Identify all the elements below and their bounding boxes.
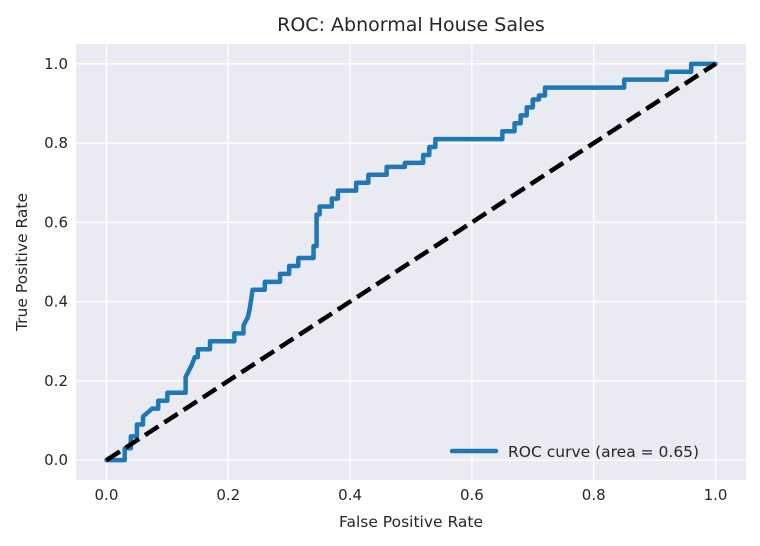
x-tick-label: 0.6 — [460, 486, 484, 504]
y-tick-label: 0.8 — [44, 134, 68, 152]
x-tick-label: 0.2 — [216, 486, 240, 504]
roc-curve-line — [104, 61, 718, 463]
y-axis-label: True Positive Rate — [13, 193, 31, 332]
x-tick-label: 1.0 — [704, 486, 728, 504]
y-tick-label: 0.6 — [44, 213, 68, 231]
y-tick-labels: 0.0 0.2 0.4 0.6 0.8 1.0 — [44, 55, 68, 469]
y-tick-label: 1.0 — [44, 55, 68, 73]
y-tick-label: 0.4 — [44, 293, 68, 311]
diagonal-reference-line — [105, 61, 717, 463]
y-tick-label: 0.2 — [44, 372, 68, 390]
y-tick-label: 0.0 — [44, 451, 68, 469]
legend-label-roc: ROC curve (area = 0.65) — [508, 443, 699, 461]
x-tick-label: 0.4 — [338, 486, 362, 504]
x-axis-label: False Positive Rate — [339, 513, 483, 531]
series-lines — [104, 61, 718, 463]
x-tick-label: 0.8 — [582, 486, 606, 504]
chart-title: ROC: Abnormal House Sales — [277, 14, 545, 36]
x-tick-labels: 0.0 0.2 0.4 0.6 0.8 1.0 — [95, 486, 728, 504]
x-tick-label: 0.0 — [95, 486, 119, 504]
legend: ROC curve (area = 0.65) — [449, 443, 699, 461]
